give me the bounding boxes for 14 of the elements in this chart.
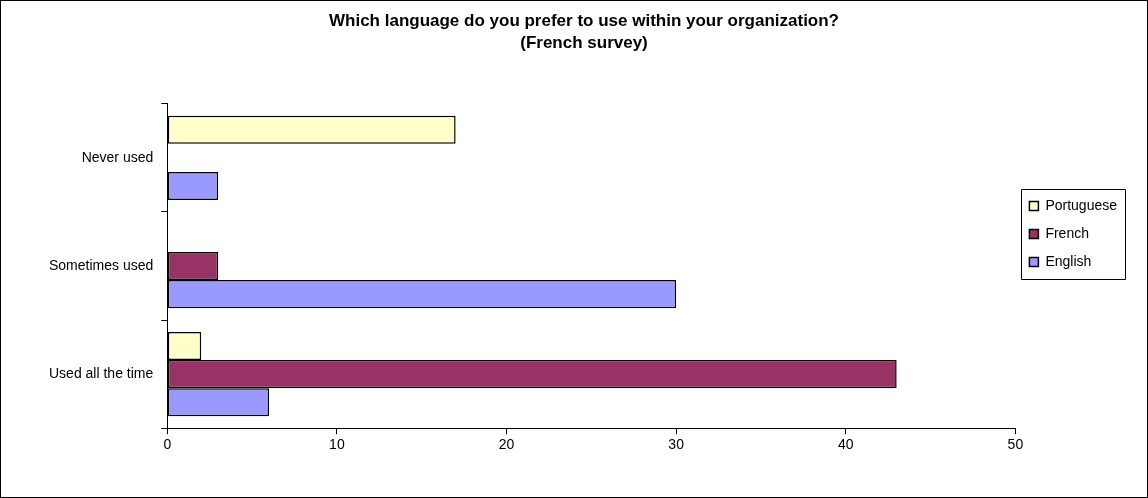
- x-tick-label: 40: [837, 436, 854, 453]
- legend-label: French: [1045, 224, 1089, 241]
- x-tick-label: 50: [1007, 436, 1024, 453]
- chart-subtitle: (French survey): [520, 33, 648, 53]
- legend-label: English: [1045, 252, 1092, 269]
- x-tick-label: 0: [163, 436, 172, 453]
- x-tick-label: 10: [329, 436, 345, 453]
- y-tick-label: Sometimes used: [48, 256, 154, 273]
- y-tick-label: Never used: [81, 148, 154, 165]
- x-tick-label: 20: [498, 436, 515, 453]
- legend-label: Portuguese: [1045, 196, 1118, 213]
- x-tick-label: 30: [668, 436, 685, 453]
- y-tick-label: Used all the time: [48, 364, 154, 381]
- chart-title: Which language do you prefer to use within your organization?: [328, 10, 840, 30]
